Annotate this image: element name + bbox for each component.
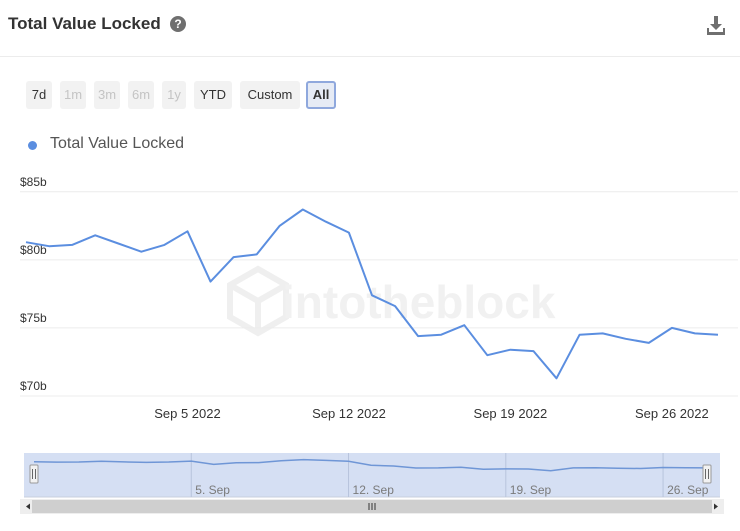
data-point[interactable]: [346, 230, 352, 236]
data-point[interactable]: [715, 332, 721, 338]
data-point[interactable]: [369, 292, 375, 298]
range-button-1m: 1m: [60, 81, 86, 109]
data-point[interactable]: [208, 279, 214, 285]
navigator-tick-label: 12. Sep: [353, 483, 395, 497]
watermark-text: intotheblock: [282, 276, 556, 328]
range-button-3m: 3m: [94, 81, 120, 109]
data-point[interactable]: [415, 333, 421, 339]
navigator-right-handle[interactable]: [702, 464, 712, 484]
legend-marker: [28, 141, 37, 150]
data-point[interactable]: [138, 249, 144, 255]
y-tick-label: $85b: [20, 175, 47, 189]
data-point[interactable]: [231, 254, 237, 260]
data-point[interactable]: [692, 330, 698, 336]
range-button-6m: 6m: [128, 81, 154, 109]
data-point[interactable]: [46, 243, 52, 249]
y-tick-label: $70b: [20, 379, 47, 393]
navigator-tick-label: 5. Sep: [195, 483, 230, 497]
question-circle-icon[interactable]: ?: [170, 16, 186, 32]
range-button-ytd[interactable]: YTD: [194, 81, 232, 109]
data-point[interactable]: [184, 228, 190, 234]
chart-header: Total Value Locked ?: [0, 0, 740, 57]
data-point[interactable]: [254, 251, 260, 257]
data-point[interactable]: [323, 219, 329, 225]
y-tick-label: $75b: [20, 311, 47, 325]
data-point[interactable]: [161, 242, 167, 248]
data-point[interactable]: [507, 347, 513, 353]
data-point[interactable]: [115, 241, 121, 247]
range-button-1y: 1y: [162, 81, 186, 109]
x-tick-label: Sep 26 2022: [635, 406, 709, 421]
range-button-custom[interactable]: Custom: [240, 81, 300, 109]
data-point[interactable]: [277, 223, 283, 229]
data-point[interactable]: [669, 325, 675, 331]
data-point[interactable]: [300, 206, 306, 212]
watermark-logo: [227, 265, 289, 337]
data-point[interactable]: [484, 352, 490, 358]
navigator-left-handle[interactable]: [29, 464, 39, 484]
navigator-tick-label: 19. Sep: [510, 483, 552, 497]
data-point[interactable]: [461, 322, 467, 328]
data-point[interactable]: [530, 348, 536, 354]
data-point[interactable]: [23, 239, 29, 245]
y-tick-label: $80b: [20, 243, 47, 257]
data-point[interactable]: [554, 375, 560, 381]
data-point[interactable]: [438, 332, 444, 338]
series-line[interactable]: [25, 208, 719, 380]
data-point[interactable]: [623, 336, 629, 342]
page-title: Total Value Locked: [8, 14, 161, 33]
legend-label: Total Value Locked: [50, 135, 185, 152]
download-icon[interactable]: [704, 14, 728, 38]
x-tick-label: Sep 5 2022: [154, 406, 221, 421]
data-point[interactable]: [577, 332, 583, 338]
x-tick-label: Sep 12 2022: [312, 406, 386, 421]
navigator-selection[interactable]: [24, 453, 720, 497]
data-point[interactable]: [600, 330, 606, 336]
navigator-tick-label: 26. Sep: [667, 483, 709, 497]
scroll-left-arrow-icon[interactable]: [26, 503, 30, 510]
scroll-right-arrow-icon[interactable]: [714, 503, 718, 510]
navigator-series-line: [33, 458, 709, 472]
x-tick-label: Sep 19 2022: [474, 406, 548, 421]
data-point[interactable]: [392, 303, 398, 309]
range-button-all[interactable]: All: [306, 81, 336, 109]
data-point[interactable]: [92, 232, 98, 238]
range-button-7d[interactable]: 7d: [26, 81, 52, 109]
data-point[interactable]: [69, 242, 75, 248]
data-point[interactable]: [646, 340, 652, 346]
